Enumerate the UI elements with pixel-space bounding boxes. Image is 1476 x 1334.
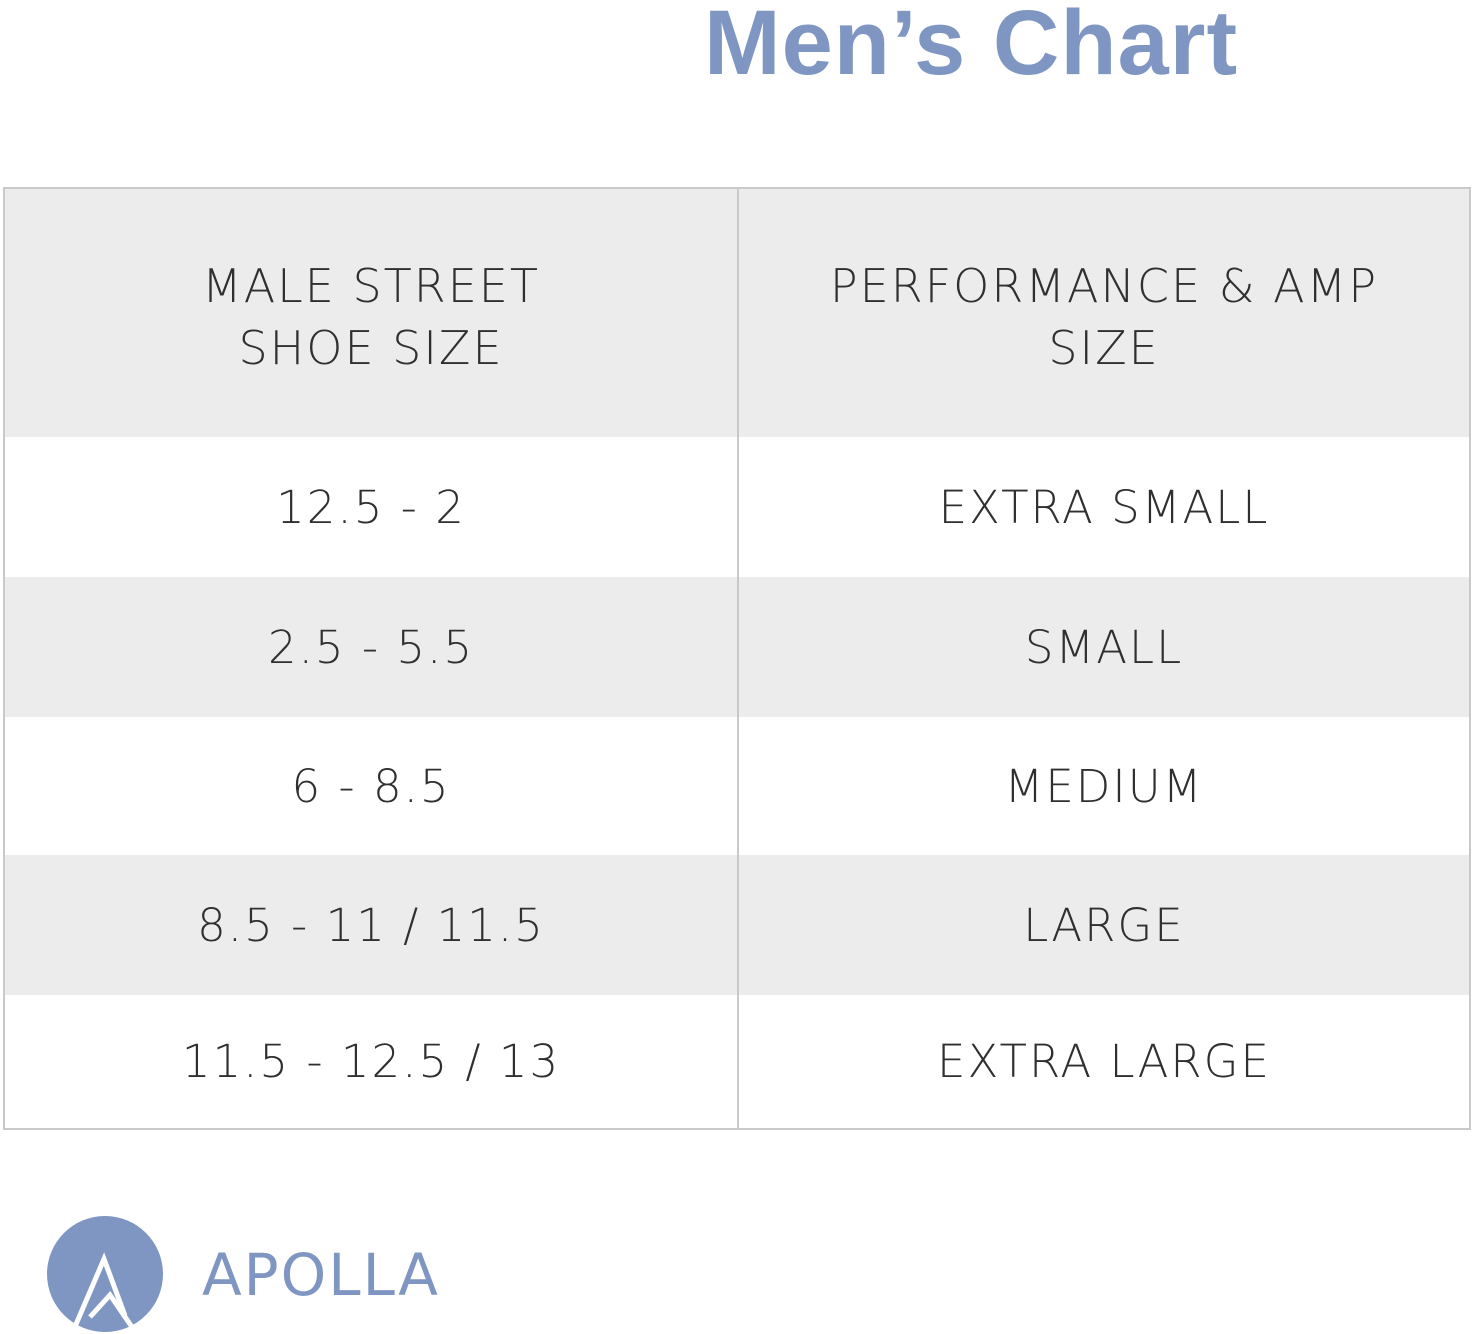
table-cell-size: EXTRA LARGE (937, 1035, 1271, 1088)
table-cell-size: MEDIUM (1004, 759, 1204, 813)
apolla-logo-icon (47, 1216, 163, 1333)
brand-name: APOLLA (202, 1241, 440, 1309)
header-street-size-line2: SHOE SIZE (238, 321, 504, 375)
header-performance-size-line1: PERFORMANCE & AMP (829, 259, 1379, 313)
header-performance-size: PERFORMANCE & AMP SIZE (739, 189, 1469, 437)
table-cell-street: 11.5 - 12.5 / 13 (5, 995, 739, 1128)
header-street-size: MALE STREET SHOE SIZE (5, 189, 739, 437)
table-cell-size: SMALL (739, 577, 1469, 717)
table-cell-street: 2.5 - 5.5 (5, 577, 739, 717)
header-street-size-line1: MALE STREET (202, 259, 540, 313)
table-cell-size: LARGE (739, 855, 1469, 995)
table-cell-size: EXTRA SMALL (938, 480, 1270, 534)
table-cell-street: 12.5 - 2 (5, 437, 739, 577)
size-table: MALE STREET SHOE SIZE PERFORMANCE & AMP … (3, 187, 1471, 1130)
page-title: Men’s Chart (704, 0, 1239, 94)
header-performance-size-line2: SIZE (1048, 321, 1160, 375)
table-cell-street: 8.5 - 11 / 11.5 (5, 855, 739, 995)
table-cell-street: 6 - 8.5 (5, 717, 739, 855)
